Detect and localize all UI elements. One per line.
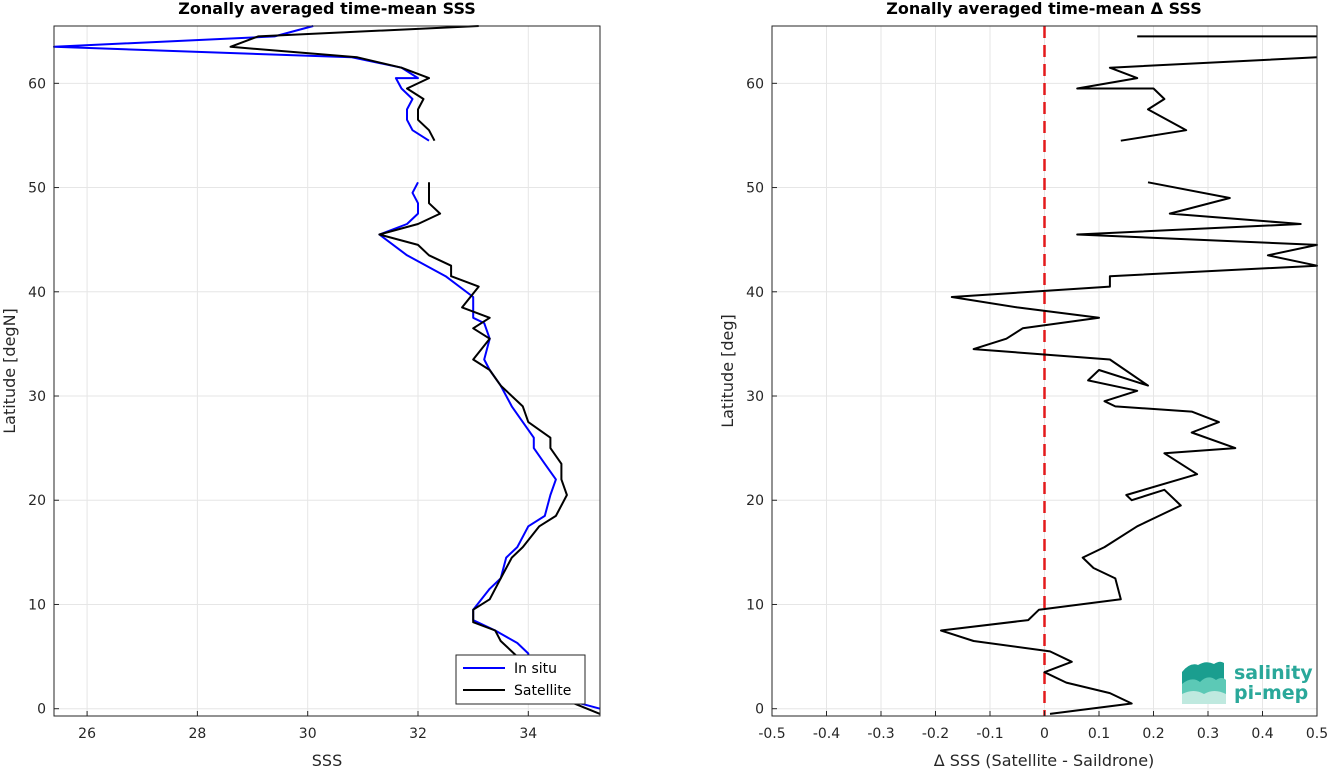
y-tick-label: 20 (28, 493, 46, 509)
x-tick-label: -0.3 (867, 726, 894, 742)
left-chart-title: Zonally averaged time-mean SSS (178, 0, 476, 18)
y-tick-label: 30 (28, 389, 46, 405)
right-chart-panel: -0.5 -0.4 -0.3 -0.2 -0.1 0 0.1 0.2 0.3 0.4 0.5 0 10 2… (718, 0, 1328, 769)
x-tick-label: -0.4 (813, 726, 840, 742)
x-tick-label: 0.4 (1251, 726, 1273, 742)
legend-entry-satellite: Satellite (514, 683, 571, 699)
series-line-delta-sss (940, 181, 1318, 715)
y-tick-label: 40 (28, 285, 46, 301)
left-grid (54, 26, 600, 716)
legend-box (455, 654, 586, 705)
salinity-pi-mep-logo: salinity pi-mep (1182, 661, 1313, 704)
y-tick-label: 30 (746, 389, 764, 405)
x-tick-label: 30 (299, 726, 317, 742)
y-tick-label: 10 (28, 597, 46, 613)
y-tick-label: 20 (746, 493, 764, 509)
x-tick-label: -0.5 (758, 726, 785, 742)
x-tick-label: 0.5 (1306, 726, 1328, 742)
right-series-lines (940, 26, 1318, 716)
x-tick-label: 0.1 (1088, 726, 1110, 742)
right-x-axis-label: Δ SSS (Satellite - Saildrone) (934, 751, 1155, 769)
y-tick-label: 50 (746, 181, 764, 197)
logo-text-line1: salinity (1234, 662, 1313, 684)
y-tick-label: 60 (28, 76, 46, 92)
left-plot-area (54, 26, 600, 716)
series-line-delta-sss (1076, 56, 1318, 142)
x-tick-label: 28 (188, 726, 206, 742)
y-tick-label: 50 (28, 181, 46, 197)
series-line-satellite (378, 182, 601, 715)
right-chart-title: Zonally averaged time-mean Δ SSS (886, 0, 1202, 18)
y-tick-label: 40 (746, 285, 764, 301)
x-tick-label: 0.3 (1197, 726, 1219, 742)
x-tick-label: 26 (78, 726, 96, 742)
y-tick-label: 0 (755, 702, 764, 718)
left-chart-panel: 26 28 30 32 34 0 10 20 30 40 50 60 Zonally averaged… (0, 0, 601, 769)
x-tick-label: 32 (409, 726, 427, 742)
left-tick-labels: 26 28 30 32 34 0 10 20 30 40 50 60 (28, 76, 537, 742)
left-axes-box (53, 25, 601, 717)
logo-wave-icon (1182, 661, 1226, 704)
y-tick-label: 0 (37, 702, 46, 718)
y-tick-label: 60 (746, 76, 764, 92)
x-tick-label: 34 (519, 726, 537, 742)
x-tick-label: 0.2 (1142, 726, 1164, 742)
left-y-axis-label: Latitude [degN] (0, 308, 19, 434)
legend: In situ Satellite (455, 654, 586, 705)
x-tick-label: 0 (1040, 726, 1049, 742)
x-tick-label: -0.2 (922, 726, 949, 742)
logo-text-line2: pi-mep (1234, 682, 1308, 704)
right-tick-labels: -0.5 -0.4 -0.3 -0.2 -0.1 0 0.1 0.2 0.3 0.4 0.5 0 10 2… (746, 76, 1328, 742)
legend-entry-in-situ: In situ (514, 661, 557, 677)
x-tick-label: -0.1 (976, 726, 1003, 742)
right-y-axis-label: Latitude [deg] (718, 314, 737, 428)
left-x-axis-label: SSS (312, 751, 342, 769)
y-tick-label: 10 (746, 597, 764, 613)
series-line-satellite (229, 25, 479, 142)
